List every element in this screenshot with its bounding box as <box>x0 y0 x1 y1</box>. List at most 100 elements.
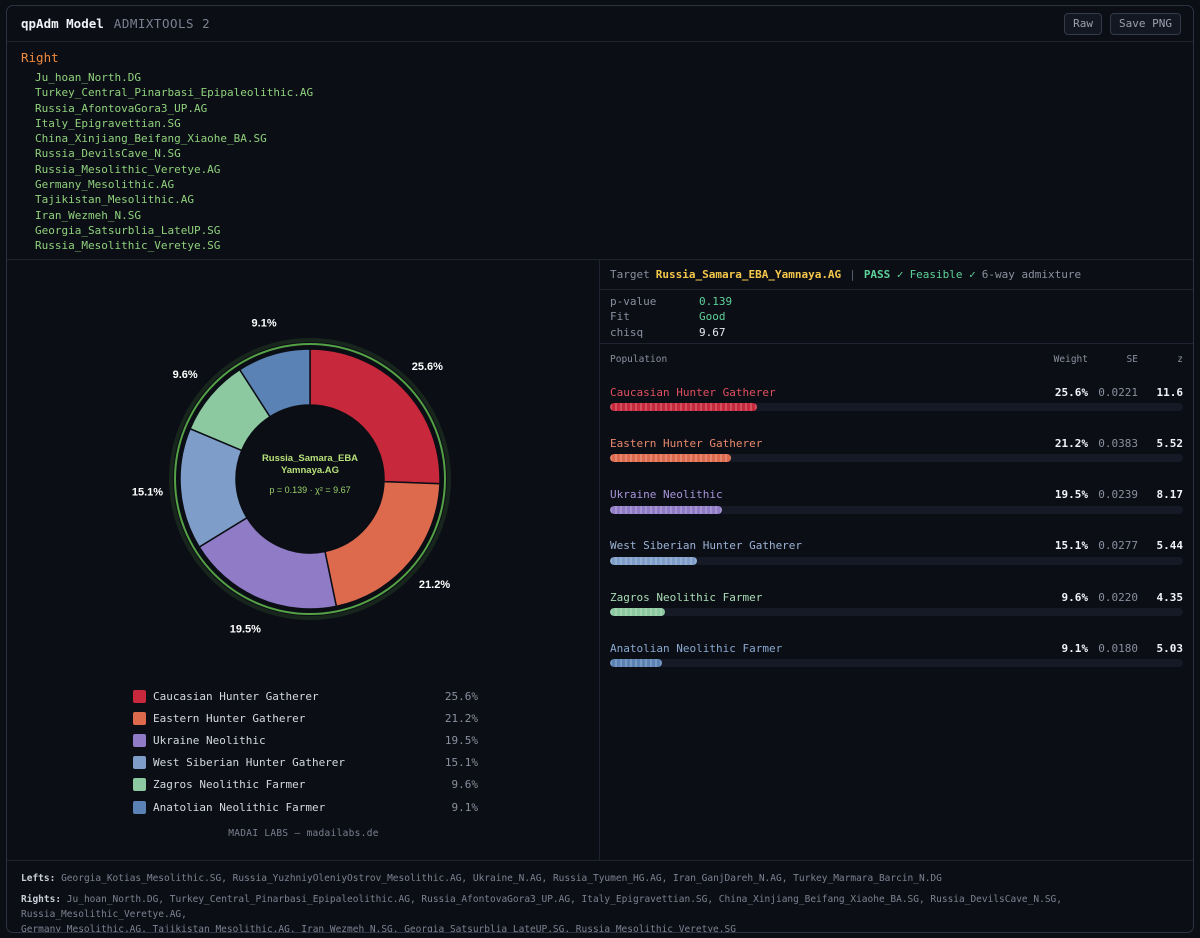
legend-percent: 25.6% <box>444 689 478 703</box>
table-row: Eastern Hunter Gatherer 21.2% 0.0383 5.52 <box>600 425 1193 476</box>
stat-row: Fit Good <box>610 309 1185 324</box>
weight-value: 21.2% <box>1054 436 1088 450</box>
right-population-item: Ju_hoan_North.DG <box>35 71 141 84</box>
right-population-item: Iran_Wezmeh_N.SG <box>35 208 141 222</box>
z-value: 5.44 <box>1156 539 1184 553</box>
donut-slice <box>238 348 311 418</box>
col-se: SE <box>1126 353 1138 365</box>
rights-label: Rights: <box>21 894 62 905</box>
population-table: Caucasian Hunter Gatherer 25.6% 0.0221 11.6… <box>600 374 1193 682</box>
col-z: z <box>1177 353 1183 365</box>
legend-item: Caucasian Hunter Gatherer 25.6% <box>133 685 478 707</box>
slice-label: 21.2% <box>419 579 450 591</box>
right-population-item: Russia_Mesolithic_Veretye.AG <box>35 162 221 176</box>
legend-percent: 9.1% <box>451 800 479 814</box>
donut-glow-outer <box>169 338 451 620</box>
legend-percent: 19.5% <box>444 733 478 747</box>
app-subtitle: ADMIXTOOLS 2 <box>113 16 211 31</box>
table-row: West Siberian Hunter Gatherer 15.1% 0.0277… <box>600 528 1193 579</box>
table-row: Caucasian Hunter Gatherer 25.6% 0.0221 11.6 <box>600 374 1193 425</box>
population-name: Zagros Neolithic Farmer <box>610 590 763 604</box>
weight-value: 9.6% <box>1061 590 1089 604</box>
legend-name: Caucasian Hunter Gatherer <box>153 689 319 703</box>
raw-button[interactable]: Raw <box>1064 12 1103 35</box>
stat-value: 9.67 <box>699 325 726 339</box>
row-values: West Siberian Hunter Gatherer 15.1% 0.0277… <box>610 528 1183 554</box>
z-value: 11.6 <box>1156 385 1184 399</box>
rights-value: Ju_hoan_North.DG, Turkey_Central_Pinarba… <box>21 894 1062 920</box>
se-value: 0.0239 <box>1098 488 1138 502</box>
weight-bar-fill <box>610 659 663 668</box>
weight-bar-track <box>610 454 1183 463</box>
right-population-item: Tajikistan_Mesolithic.AG <box>35 193 194 207</box>
legend-item: Anatolian Neolithic Farmer 9.1% <box>133 796 478 818</box>
z-value: 5.03 <box>1156 641 1184 655</box>
weight-value: 25.6% <box>1054 385 1088 399</box>
donut-glow-ring <box>174 343 446 615</box>
brand-credit: MADAI LABS — madailabs.de <box>228 828 379 839</box>
weight-bar-track <box>610 659 1183 668</box>
header-actions: Raw Save PNG <box>1064 12 1181 35</box>
chart-legend: Caucasian Hunter Gatherer 25.6% Eastern Hu… <box>133 685 478 818</box>
row-values: Eastern Hunter Gatherer 21.2% 0.0383 5.52 <box>610 425 1183 451</box>
se-value: 0.0220 <box>1098 590 1138 604</box>
lefts-label: Lefts: <box>21 873 56 884</box>
legend-name: West Siberian Hunter Gatherer <box>153 756 346 770</box>
right-population-item: Turkey_Central_Pinarbasi_Epipaleolithic.… <box>35 86 314 100</box>
app-title: qpAdm Model <box>21 16 104 31</box>
legend-item: Zagros Neolithic Farmer 9.6% <box>133 774 478 796</box>
legend-name: Anatolian Neolithic Farmer <box>153 800 326 814</box>
donut-hole <box>237 406 383 552</box>
app-window: qpAdm Model ADMIXTOOLS 2 Raw Save PNG Ri… <box>6 5 1194 933</box>
stat-value: Good <box>699 310 726 324</box>
table-row: Ukraine Neolithic 19.5% 0.0239 8.17 <box>600 477 1193 528</box>
legend-name: Eastern Hunter Gatherer <box>153 711 306 725</box>
slice-label: 25.6% <box>412 361 443 373</box>
right-population-item: Russia_Mesolithic_Veretye.SG <box>35 239 221 253</box>
center-stats: p = 0.139 · χ² = 9.67 <box>269 485 350 495</box>
right-section-title: Right <box>21 50 59 65</box>
z-value: 5.52 <box>1156 436 1184 450</box>
weight-bar-track <box>610 403 1183 411</box>
donut-slice <box>324 480 441 608</box>
legend-swatch <box>133 778 146 792</box>
weight-bar-fill <box>610 454 732 463</box>
center-target-line1: Russia_Samara_EBA <box>262 453 358 464</box>
target-summary: Target Russia_Samara_EBA_Yamnaya.AG | PA… <box>600 260 1193 290</box>
results-panel: Target Russia_Samara_EBA_Yamnaya.AG | PA… <box>600 260 1193 860</box>
slice-label: 9.1% <box>252 318 277 330</box>
weight-value: 19.5% <box>1054 488 1088 502</box>
weight-value: 9.1% <box>1061 641 1089 655</box>
lefts-line: Lefts: Georgia_Kotias_Mesolithic.SG, Rus… <box>21 871 1181 886</box>
weight-bar-fill <box>610 556 697 565</box>
right-population-item: Germany_Mesolithic.AG <box>35 178 175 192</box>
legend-swatch <box>133 756 146 770</box>
chart-panel: 25.6% 21.2% 19.5% 15.1% 9.6% 9.1% Russia_Samar… <box>7 260 600 860</box>
admixture-ways: 6-way admixture <box>981 268 1082 281</box>
row-values: Caucasian Hunter Gatherer 25.6% 0.0221 11.6 <box>610 374 1183 400</box>
right-population-item: Russia_DevilsCave_N.SG <box>35 147 181 161</box>
legend-percent: 15.1% <box>444 756 478 770</box>
legend-swatch <box>133 733 146 747</box>
legend-item: Ukraine Neolithic 19.5% <box>133 729 478 751</box>
admixture-donut-chart: 25.6% 21.2% 19.5% 15.1% 9.6% 9.1% Russia_Samar… <box>132 318 451 636</box>
save-png-button[interactable]: Save PNG <box>1110 12 1181 35</box>
row-values: Zagros Neolithic Farmer 9.6% 0.0220 4.35 <box>610 579 1183 605</box>
weight-bar-track <box>610 556 1183 565</box>
lefts-value: Georgia_Kotias_Mesolithic.SG, Russia_Yuz… <box>61 873 942 884</box>
stat-key: Fit <box>610 310 630 324</box>
slice-label: 19.5% <box>230 624 261 636</box>
main-area: 25.6% 21.2% 19.5% 15.1% 9.6% 9.1% Russia_Samar… <box>7 260 1193 860</box>
z-value: 4.35 <box>1156 590 1184 604</box>
row-values: Anatolian Neolithic Farmer 9.1% 0.0180 5.03 <box>610 630 1183 656</box>
row-values: Ukraine Neolithic 19.5% 0.0239 8.17 <box>610 477 1183 503</box>
right-population-item: Russia_AfontovaGora3_UP.AG <box>35 101 208 115</box>
stat-row: p-value 0.139 <box>610 294 1185 309</box>
header: qpAdm Model ADMIXTOOLS 2 Raw Save PNG <box>7 6 1193 42</box>
legend-swatch <box>133 711 146 725</box>
rights-line-cont: Germany_Mesolithic.AG, Tajikistan_Mesoli… <box>21 922 1181 932</box>
stat-key: p-value <box>610 295 657 309</box>
right-populations-list: Ju_hoan_North.DG Turkey_Central_Pinarbas… <box>21 70 1179 254</box>
population-name: Anatolian Neolithic Farmer <box>610 641 783 655</box>
se-value: 0.0221 <box>1098 385 1138 399</box>
